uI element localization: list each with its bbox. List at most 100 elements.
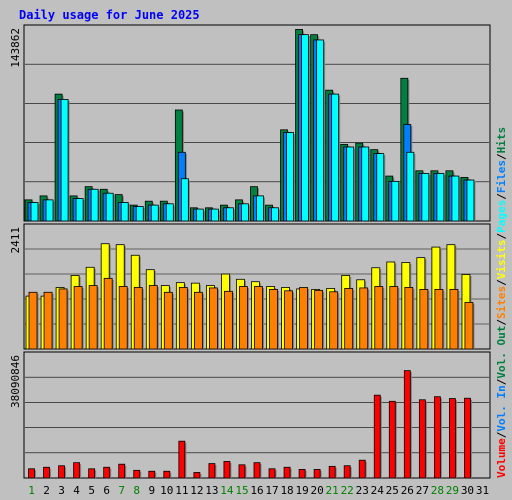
x-tick-label: 5	[88, 484, 95, 497]
bar-sites-day-23	[359, 287, 369, 350]
bar-volume-day-12	[193, 472, 201, 479]
x-tick-label: 6	[103, 484, 110, 497]
bar-pages-day-16	[256, 195, 264, 222]
bar-volume-day-10	[163, 470, 171, 479]
bar-volume-day-22	[343, 465, 351, 479]
bar-pages-day-17	[271, 207, 279, 222]
x-tick-label: 26	[401, 484, 414, 497]
bar-sites-day-24	[374, 286, 384, 350]
bar-volume-day-7	[118, 463, 126, 479]
bar-pages-day-28	[436, 173, 445, 222]
bar-pages-day-30	[466, 179, 475, 222]
bar-sites-day-28	[434, 288, 444, 350]
bar-pages-day-13	[211, 208, 219, 222]
bar-pages-day-12	[195, 208, 204, 222]
legend-entry: /	[495, 233, 508, 240]
bar-pages-day-4	[75, 198, 84, 222]
bar-sites-day-13	[209, 287, 218, 350]
chart-title: Daily usage for June 2025	[19, 8, 200, 22]
x-tick-label: 31	[476, 484, 489, 497]
legend-entry: Volume	[495, 438, 508, 478]
bar-volume-day-2	[43, 466, 50, 479]
right-legend: Volume/Vol. In/Vol. Out/Sites/Visits/Pag…	[495, 127, 508, 478]
visits-panel: 2411	[9, 223, 491, 350]
bar-pages-day-3	[60, 99, 69, 222]
hits-panel: 143862	[9, 24, 491, 222]
bar-sites-day-26	[404, 287, 414, 350]
bar-volume-day-28	[433, 396, 441, 479]
volume-panel: 38090846	[9, 351, 491, 479]
bar-sites-day-14	[224, 290, 233, 350]
bar-volume-day-11	[178, 440, 186, 479]
x-tick-label: 12	[190, 484, 203, 497]
bar-volume-day-29	[449, 398, 456, 479]
legend-entry: Hits	[495, 127, 508, 154]
legend-entry: Pages	[495, 200, 508, 233]
bar-volume-day-23	[358, 459, 366, 479]
bar-sites-day-22	[344, 288, 354, 350]
legend-entry: Files	[495, 160, 508, 193]
x-tick-label: 11	[175, 484, 188, 497]
bar-sites-day-6	[103, 277, 113, 350]
bar-volume-day-9	[148, 470, 156, 479]
bar-sites-day-3	[58, 288, 68, 350]
bar-volume-day-5	[88, 468, 96, 479]
bar-sites-day-7	[118, 286, 128, 350]
bar-volume-day-21	[328, 465, 336, 479]
bar-pages-day-8	[135, 206, 144, 222]
x-tick-label: 29	[446, 484, 459, 497]
bar-volume-day-4	[73, 462, 81, 479]
legend-entry: /	[495, 153, 508, 160]
x-tick-label: 25	[386, 484, 399, 497]
bar-pages-day-22	[346, 146, 355, 222]
y-max-label: 38090846	[9, 355, 22, 408]
bar-sites-day-8	[133, 287, 143, 350]
x-tick-label: 9	[148, 484, 155, 497]
x-tick-label: 2	[43, 484, 50, 497]
bar-pages-day-21	[331, 93, 340, 222]
bar-volume-day-19	[298, 469, 306, 479]
legend-text: Volume/Vol. In/Vol. Out/Sites/Visits/Pag…	[495, 127, 508, 478]
x-tick-label: 13	[205, 484, 218, 497]
bar-volume-day-3	[58, 465, 65, 479]
y-max-label: 2411	[9, 227, 22, 254]
legend-entry: /	[495, 193, 508, 200]
x-tick-label: 21	[326, 484, 339, 497]
bar-sites-day-10	[163, 291, 173, 350]
x-tick-label: 3	[58, 484, 65, 497]
bar-sites-day-21	[329, 291, 339, 350]
x-tick-label: 8	[133, 484, 140, 497]
bar-pages-day-23	[361, 146, 370, 222]
bar-sites-day-27	[419, 288, 429, 350]
x-tick-label: 24	[371, 484, 385, 497]
bar-sites-day-17	[269, 288, 278, 350]
x-tick-label: 10	[160, 484, 173, 497]
bar-pages-day-1	[30, 202, 39, 222]
bar-pages-day-2	[45, 199, 54, 222]
bar-pages-day-19	[301, 34, 309, 222]
bar-volume-day-6	[103, 466, 111, 479]
x-tick-label: 14	[220, 484, 234, 497]
bar-volume-day-14	[223, 461, 231, 479]
bar-pages-day-20	[316, 39, 325, 222]
bar-volume-day-24	[373, 394, 381, 479]
x-tick-label: 16	[250, 484, 263, 497]
series-sites	[28, 277, 475, 350]
legend-entry: /	[495, 378, 508, 385]
bar-sites-day-25	[389, 286, 399, 350]
bar-pages-day-26	[406, 151, 415, 222]
bar-pages-day-18	[286, 132, 294, 222]
chart-panels: 143862 2411 38090846	[9, 24, 491, 479]
bar-pages-day-27	[421, 173, 430, 222]
bar-sites-day-4	[73, 286, 83, 350]
x-tick-label: 27	[416, 484, 429, 497]
x-tick-label: 15	[235, 484, 248, 497]
x-tick-label: 23	[356, 484, 369, 497]
bar-sites-day-15	[239, 286, 248, 350]
bar-pages-day-11	[180, 178, 189, 222]
bar-pages-day-10	[165, 203, 174, 222]
bar-pages-day-6	[105, 192, 114, 222]
x-tick-label: 17	[265, 484, 278, 497]
bar-pages-day-15	[241, 203, 249, 222]
bar-volume-day-17	[268, 468, 276, 479]
